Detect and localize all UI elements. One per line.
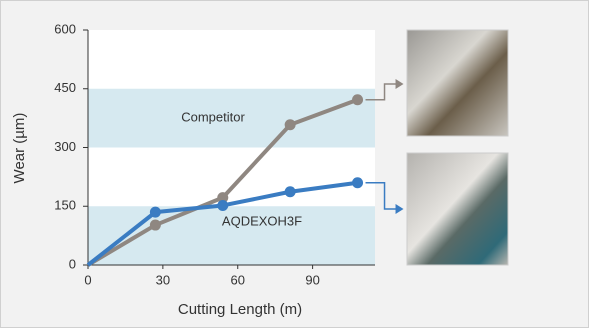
point xyxy=(149,219,161,231)
x-tick-label: 60 xyxy=(231,272,245,287)
point xyxy=(352,94,364,106)
y-axis-label: Wear (µm) xyxy=(11,113,28,184)
point xyxy=(217,199,229,211)
point xyxy=(149,206,161,218)
point xyxy=(217,192,229,204)
band xyxy=(88,88,375,148)
arrow xyxy=(395,79,404,89)
y-tick-label: 150 xyxy=(54,198,76,213)
x-axis-label: Cutting Length (m) xyxy=(178,301,302,318)
photo-competitor xyxy=(406,29,509,137)
photo-aqdex xyxy=(406,152,509,266)
x-tick-label: 0 xyxy=(84,272,91,287)
series-label: Competitor xyxy=(181,109,245,124)
x-tick-label: 30 xyxy=(156,272,170,287)
y-tick-label: 600 xyxy=(54,21,76,36)
connector xyxy=(365,182,398,210)
y-tick-label: 300 xyxy=(54,139,76,154)
x-tick-label: 90 xyxy=(305,272,319,287)
y-tick-label: 450 xyxy=(54,80,76,95)
point xyxy=(284,186,296,198)
connector xyxy=(365,83,398,101)
arrow xyxy=(395,204,404,214)
series-label: AQDEXOH3F xyxy=(222,213,302,228)
point xyxy=(284,119,296,131)
point xyxy=(352,177,364,189)
y-tick-label: 0 xyxy=(69,256,76,271)
